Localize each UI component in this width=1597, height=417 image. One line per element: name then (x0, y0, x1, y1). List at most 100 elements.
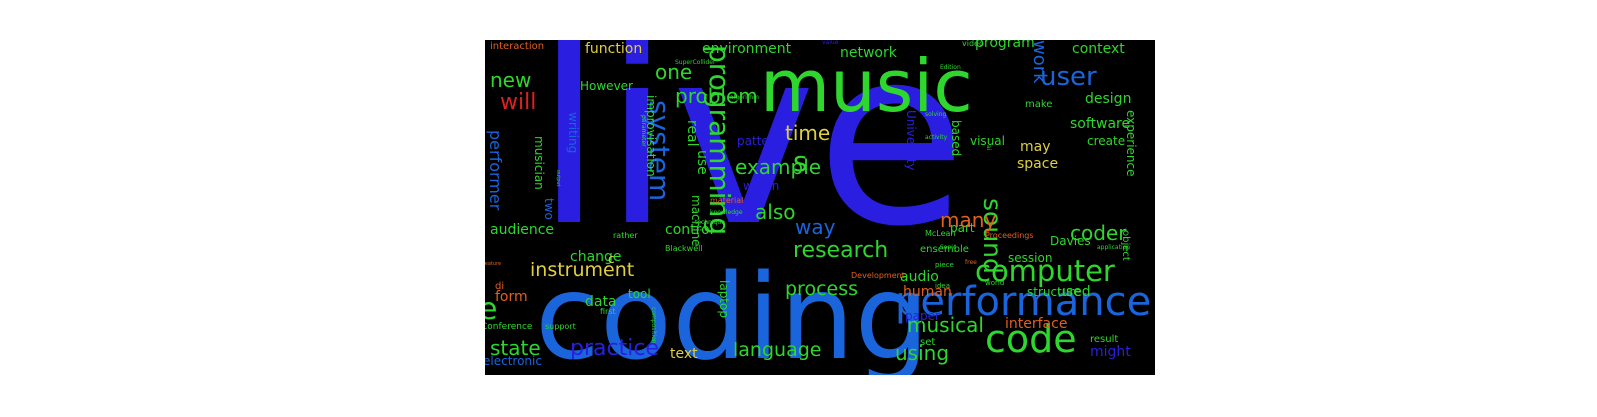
word: performer (486, 130, 505, 211)
word: example (735, 155, 822, 179)
word: structure (1027, 285, 1082, 299)
word: University (904, 110, 918, 171)
word: Sonic (940, 244, 957, 251)
word: Edition (940, 64, 961, 71)
word: set (920, 337, 936, 348)
word: s (793, 145, 808, 178)
word: c (608, 252, 615, 266)
word: code (985, 317, 1077, 361)
word: piece (935, 261, 954, 269)
word: application (1097, 244, 1131, 251)
word: real (684, 120, 700, 147)
word: language (733, 339, 822, 361)
word: value (822, 40, 839, 46)
word: session (1008, 251, 1053, 265)
word: also (755, 200, 796, 224)
word: network (840, 45, 897, 61)
word: musician (532, 136, 546, 190)
word: based (949, 120, 963, 157)
word: result (1090, 334, 1119, 345)
word: feature (485, 261, 502, 267)
word: user (1040, 62, 1097, 92)
word: text (670, 346, 698, 362)
word: paper (905, 309, 940, 323)
word: used (1057, 284, 1091, 300)
word: technique (695, 219, 725, 226)
word: part (950, 221, 975, 235)
word: process (785, 278, 859, 300)
word: performance (895, 279, 1152, 325)
word: will (500, 90, 537, 115)
word: pattern (737, 134, 782, 148)
word: form (495, 289, 528, 305)
word: video (962, 40, 984, 48)
word: context (1072, 41, 1125, 57)
word: problem (675, 84, 758, 108)
word: coder (1070, 221, 1127, 245)
word: space (1017, 156, 1059, 172)
word-cloud: live coding music performance code compu… (485, 40, 1155, 375)
word: Blackwell (665, 244, 703, 253)
word: tool (628, 287, 651, 301)
word: parameter (640, 115, 647, 147)
word: solving (925, 111, 947, 118)
word: coding (535, 248, 930, 375)
word: many (940, 208, 997, 232)
word: SuperCollider (675, 59, 716, 66)
word: Development (851, 271, 905, 280)
word: new (490, 68, 532, 92)
word: computer (975, 254, 1115, 288)
word: interface (1005, 316, 1068, 332)
word: live (535, 40, 967, 280)
word: function (585, 41, 643, 57)
word: output (555, 170, 561, 187)
word: ensemble (920, 244, 969, 255)
word: create (1087, 134, 1126, 148)
word: audio (900, 269, 939, 285)
word: idea (935, 282, 950, 290)
word: way (795, 215, 836, 239)
word: musical (907, 313, 984, 337)
word: state (490, 336, 541, 360)
word: material (710, 196, 744, 205)
word: programming (703, 45, 736, 236)
word: audience (490, 222, 555, 238)
word: support (545, 322, 576, 331)
word: environment (702, 41, 792, 57)
word: may (1020, 139, 1051, 155)
word: world (985, 279, 1005, 287)
word: time (785, 121, 831, 145)
word: design (1085, 91, 1132, 107)
word: interaction (490, 41, 545, 52)
word: activity (925, 134, 948, 141)
word: program (975, 40, 1035, 51)
word: instrument (530, 259, 635, 281)
word: visual (970, 134, 1005, 148)
word: two (542, 198, 556, 220)
word: data (585, 294, 617, 310)
word: control (665, 222, 714, 238)
word: McLean (925, 229, 956, 238)
word: practice (570, 336, 659, 361)
word: Conference (485, 322, 533, 332)
word: use (694, 150, 710, 175)
word: free (965, 259, 977, 266)
word: using (895, 341, 950, 365)
word: make (1025, 99, 1053, 110)
word: ai (985, 145, 992, 151)
word: within (743, 179, 780, 193)
word: human (903, 284, 952, 300)
word: might (1090, 344, 1131, 360)
word: Proceedings (985, 231, 1034, 240)
word: experience (1124, 110, 1138, 177)
word: one (655, 60, 693, 84)
word: However (580, 79, 633, 93)
word: music (760, 44, 973, 128)
word: change (570, 249, 622, 265)
word: first (600, 307, 616, 316)
word: software (1070, 116, 1131, 132)
word: writing (566, 112, 580, 154)
word: research (793, 238, 889, 263)
word: laptop (717, 280, 731, 318)
word: algorithm (730, 94, 759, 101)
